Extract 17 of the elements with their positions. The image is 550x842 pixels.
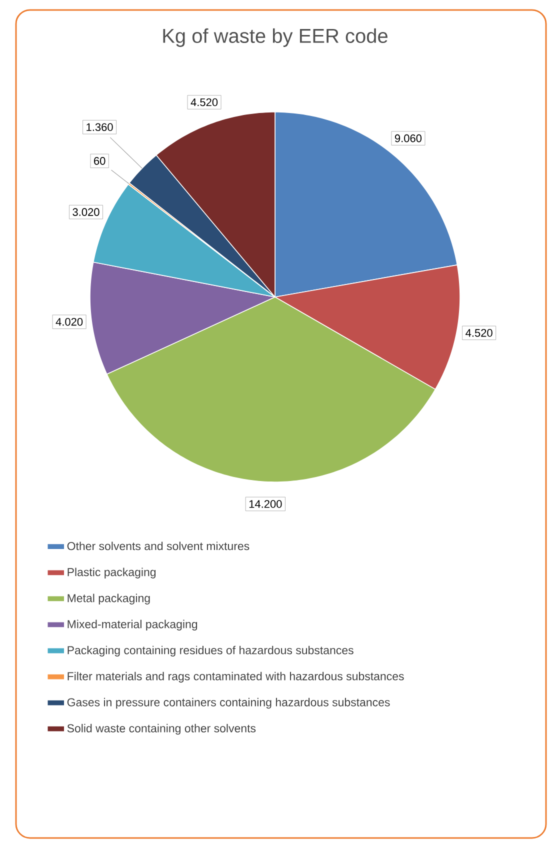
legend-label: Mixed-material packaging <box>68 620 198 631</box>
data-label: 1.360 <box>86 123 113 132</box>
legend-label: Plastic packaging <box>68 568 156 578</box>
legend-label: Metal packaging <box>68 594 150 604</box>
data-label: 4.020 <box>56 318 83 326</box>
legend-label: Other solvents and solvent mixtures <box>67 542 250 550</box>
legend-label: Gases in pressure containers containing hazardous substances <box>67 698 390 709</box>
data-label: 4.520 <box>190 98 218 106</box>
data-label: 4.520 <box>466 329 492 337</box>
data-label: 14.200 <box>249 500 282 508</box>
data-label: 9.060 <box>394 134 422 142</box>
data-label: 60 <box>94 157 106 165</box>
legend-label: Packaging containing residues of hazardous substances <box>68 646 354 657</box>
legend-label: Solid waste containing other solvents <box>67 724 256 735</box>
data-label: 3.020 <box>72 208 100 216</box>
chart-title: Kg of waste by EER code <box>163 28 388 47</box>
legend-label: Filter materials and rags contaminated with hazardous substances <box>68 672 404 683</box>
